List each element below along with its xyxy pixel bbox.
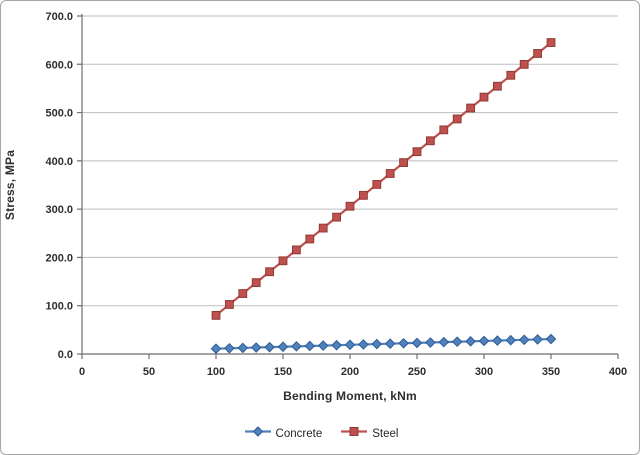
square-marker — [359, 190, 368, 200]
y-tick-label: 600.0 — [45, 59, 73, 71]
square-marker — [479, 92, 489, 102]
x-tick-label: 300 — [475, 366, 493, 378]
y-tick-label: 500.0 — [45, 108, 73, 120]
square-marker — [225, 300, 234, 309]
square-marker — [519, 59, 529, 69]
square-marker — [251, 278, 261, 288]
diamond-marker — [438, 336, 450, 348]
diamond-marker — [224, 342, 235, 354]
y-tick-label: 100.0 — [45, 301, 73, 313]
diamond-marker — [331, 339, 342, 351]
square-marker — [506, 70, 516, 80]
diamond-marker — [291, 341, 302, 352]
diamond-marker — [505, 334, 517, 346]
diamond-marker — [237, 342, 249, 354]
diamond-marker — [358, 339, 369, 350]
square-marker — [278, 256, 288, 266]
x-tick-label: 350 — [542, 366, 560, 378]
square-marker — [493, 81, 502, 91]
square-marker — [533, 49, 543, 58]
diamond-marker — [545, 333, 557, 345]
x-axis-title: Bending Moment, kNm — [283, 389, 417, 403]
y-tick-label: 200.0 — [45, 252, 73, 264]
diamond-marker — [465, 336, 476, 347]
y-tick-label: 400.0 — [45, 156, 73, 168]
diamond-marker — [411, 337, 423, 349]
square-marker — [546, 38, 556, 47]
square-marker — [385, 169, 395, 178]
diamond-marker — [371, 338, 383, 350]
diamond-marker — [250, 342, 262, 353]
diamond-marker — [398, 337, 409, 349]
square-marker — [439, 125, 449, 135]
x-tick-label: 0 — [79, 366, 85, 378]
square-marker — [211, 310, 221, 320]
steel-series — [211, 38, 556, 320]
square-marker — [332, 212, 342, 222]
diamond-marker — [210, 343, 222, 354]
diamond-marker — [532, 334, 543, 345]
y-tick-label: 300.0 — [45, 204, 73, 216]
steel-series-marker-icon — [340, 425, 368, 443]
square-marker — [265, 267, 275, 277]
diamond-marker — [492, 335, 503, 346]
diamond-marker — [304, 340, 316, 352]
diamond-marker — [317, 340, 329, 351]
legend-label-steel: Steel — [372, 428, 399, 440]
x-tick-label: 50 — [143, 366, 155, 378]
x-tick-label: 250 — [408, 366, 426, 378]
x-tick-label: 200 — [341, 366, 359, 378]
square-marker — [318, 223, 328, 233]
diamond-marker — [478, 335, 490, 347]
y-tick-label: 0.0 — [58, 349, 73, 361]
x-tick-label: 100 — [207, 366, 225, 378]
square-marker — [292, 245, 301, 255]
x-tick-label: 150 — [274, 366, 292, 378]
legend-label-concrete: Concrete — [275, 428, 323, 440]
square-marker — [399, 158, 409, 167]
x-tick-label: 400 — [609, 366, 627, 378]
square-marker — [345, 201, 355, 211]
legend: Concrete Steel — [1, 425, 639, 443]
square-marker — [412, 147, 422, 157]
square-marker — [466, 103, 476, 113]
diamond-marker — [384, 338, 396, 349]
square-marker — [238, 289, 248, 298]
square-marker — [372, 180, 382, 189]
legend-item-concrete: Concrete — [244, 425, 323, 443]
square-marker — [426, 136, 435, 146]
diamond-marker — [344, 339, 356, 351]
diamond-marker — [264, 341, 275, 353]
diamond-marker — [518, 334, 530, 346]
diamond-marker — [277, 341, 289, 353]
diamond-marker — [425, 337, 436, 348]
square-marker — [452, 114, 462, 124]
square-marker — [305, 234, 315, 244]
concrete-series — [210, 333, 557, 354]
diamond-marker — [451, 336, 463, 348]
y-tick-label: 700.0 — [45, 11, 73, 23]
concrete-series-marker-icon — [244, 425, 272, 443]
y-axis-title: Stress, MPa — [3, 149, 17, 221]
legend-item-steel: Steel — [340, 425, 398, 443]
